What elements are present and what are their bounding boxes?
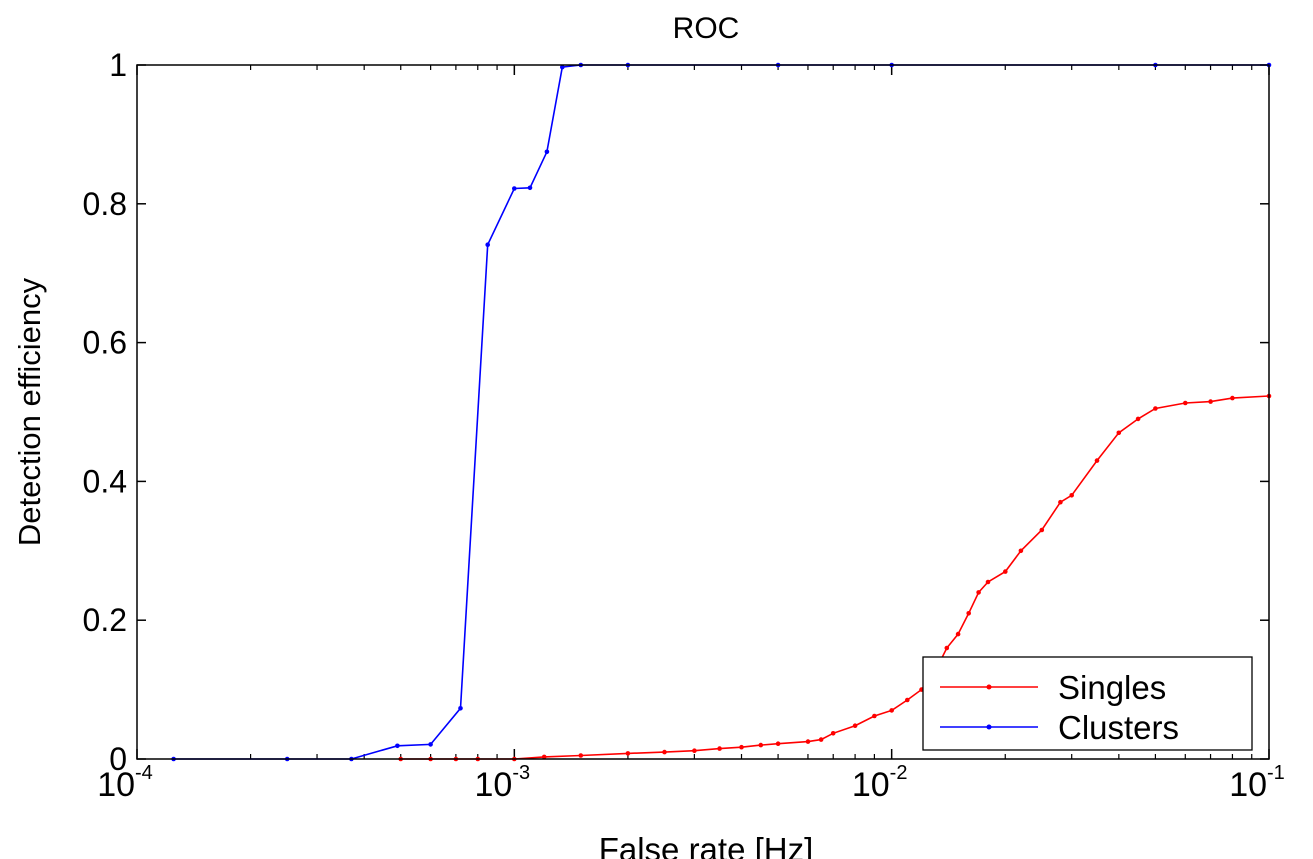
x-tick-label: 10-3: [475, 762, 531, 804]
x-tick-exponent: -1: [1267, 762, 1285, 784]
y-tick-label: 0.4: [83, 463, 127, 499]
x-tick-label: 10-4: [97, 762, 153, 804]
data-point-singles: [985, 579, 991, 585]
data-point-singles: [966, 611, 971, 616]
data-point-singles: [625, 751, 631, 756]
legend-marker-singles: [986, 684, 992, 690]
y-tick-label: 0.6: [83, 325, 127, 361]
data-point-singles: [905, 697, 910, 703]
data-point-clusters: [485, 242, 491, 247]
data-point-singles: [1003, 569, 1008, 574]
data-point-singles: [1069, 493, 1074, 498]
data-point-clusters: [458, 706, 463, 711]
y-tick-label: 0.8: [83, 186, 127, 222]
y-tick-label: 0.2: [83, 602, 127, 638]
data-point-clusters: [544, 149, 550, 155]
y-tick-label: 1: [109, 47, 127, 83]
x-tick-exponent: -3: [512, 762, 530, 784]
data-point-singles: [541, 754, 547, 760]
data-point-singles: [818, 737, 824, 742]
data-point-singles: [1208, 399, 1213, 404]
data-point-singles: [1039, 527, 1045, 533]
data-point-singles: [944, 645, 950, 651]
data-point-singles: [578, 753, 584, 758]
data-point-singles: [1153, 406, 1158, 411]
data-point-singles: [1135, 416, 1141, 422]
x-tick-base: 10: [97, 766, 135, 804]
x-tick-label: 10-2: [852, 762, 908, 804]
data-point-clusters: [395, 743, 400, 749]
data-point-clusters: [512, 186, 517, 191]
data-point-clusters: [527, 185, 533, 191]
data-point-singles: [717, 746, 722, 751]
data-point-singles: [976, 590, 981, 595]
data-point-singles: [830, 731, 836, 736]
data-point-singles: [692, 748, 697, 753]
x-tick-base: 10: [1229, 766, 1267, 804]
data-point-singles: [662, 749, 667, 755]
data-point-singles: [889, 708, 894, 713]
data-point-singles: [758, 742, 764, 748]
data-point-singles: [1018, 548, 1024, 554]
x-tick-base: 10: [475, 766, 513, 804]
data-point-clusters: [560, 64, 565, 70]
data-point-singles: [1230, 395, 1235, 401]
data-point-singles: [1058, 499, 1063, 505]
data-point-singles: [805, 739, 811, 744]
x-tick-label: 10-1: [1229, 762, 1285, 804]
x-tick-exponent: -2: [890, 762, 908, 784]
x-tick-exponent: -4: [135, 762, 153, 784]
data-point-singles: [1116, 430, 1122, 436]
data-point-singles: [872, 713, 877, 719]
data-point-singles: [739, 744, 744, 750]
plot-frame: [136, 64, 1270, 760]
data-point-singles: [852, 723, 858, 728]
legend-label-clusters: Clusters: [1058, 709, 1179, 746]
x-tick-base: 10: [852, 766, 890, 804]
data-point-singles: [1183, 400, 1188, 406]
y-axis-label: Detection efficiency: [12, 277, 47, 546]
data-point-clusters: [428, 742, 433, 747]
data-point-singles: [1094, 458, 1100, 463]
data-point-singles: [775, 741, 781, 746]
y-tick-label: 0: [109, 741, 127, 777]
data-point-singles: [955, 631, 961, 637]
legend-marker-clusters: [986, 724, 992, 730]
x-axis-label: False rate [Hz]: [599, 831, 814, 859]
legend-box: [922, 656, 1253, 751]
legend-label-singles: Singles: [1058, 669, 1166, 706]
chart-title: ROC: [673, 12, 740, 45]
